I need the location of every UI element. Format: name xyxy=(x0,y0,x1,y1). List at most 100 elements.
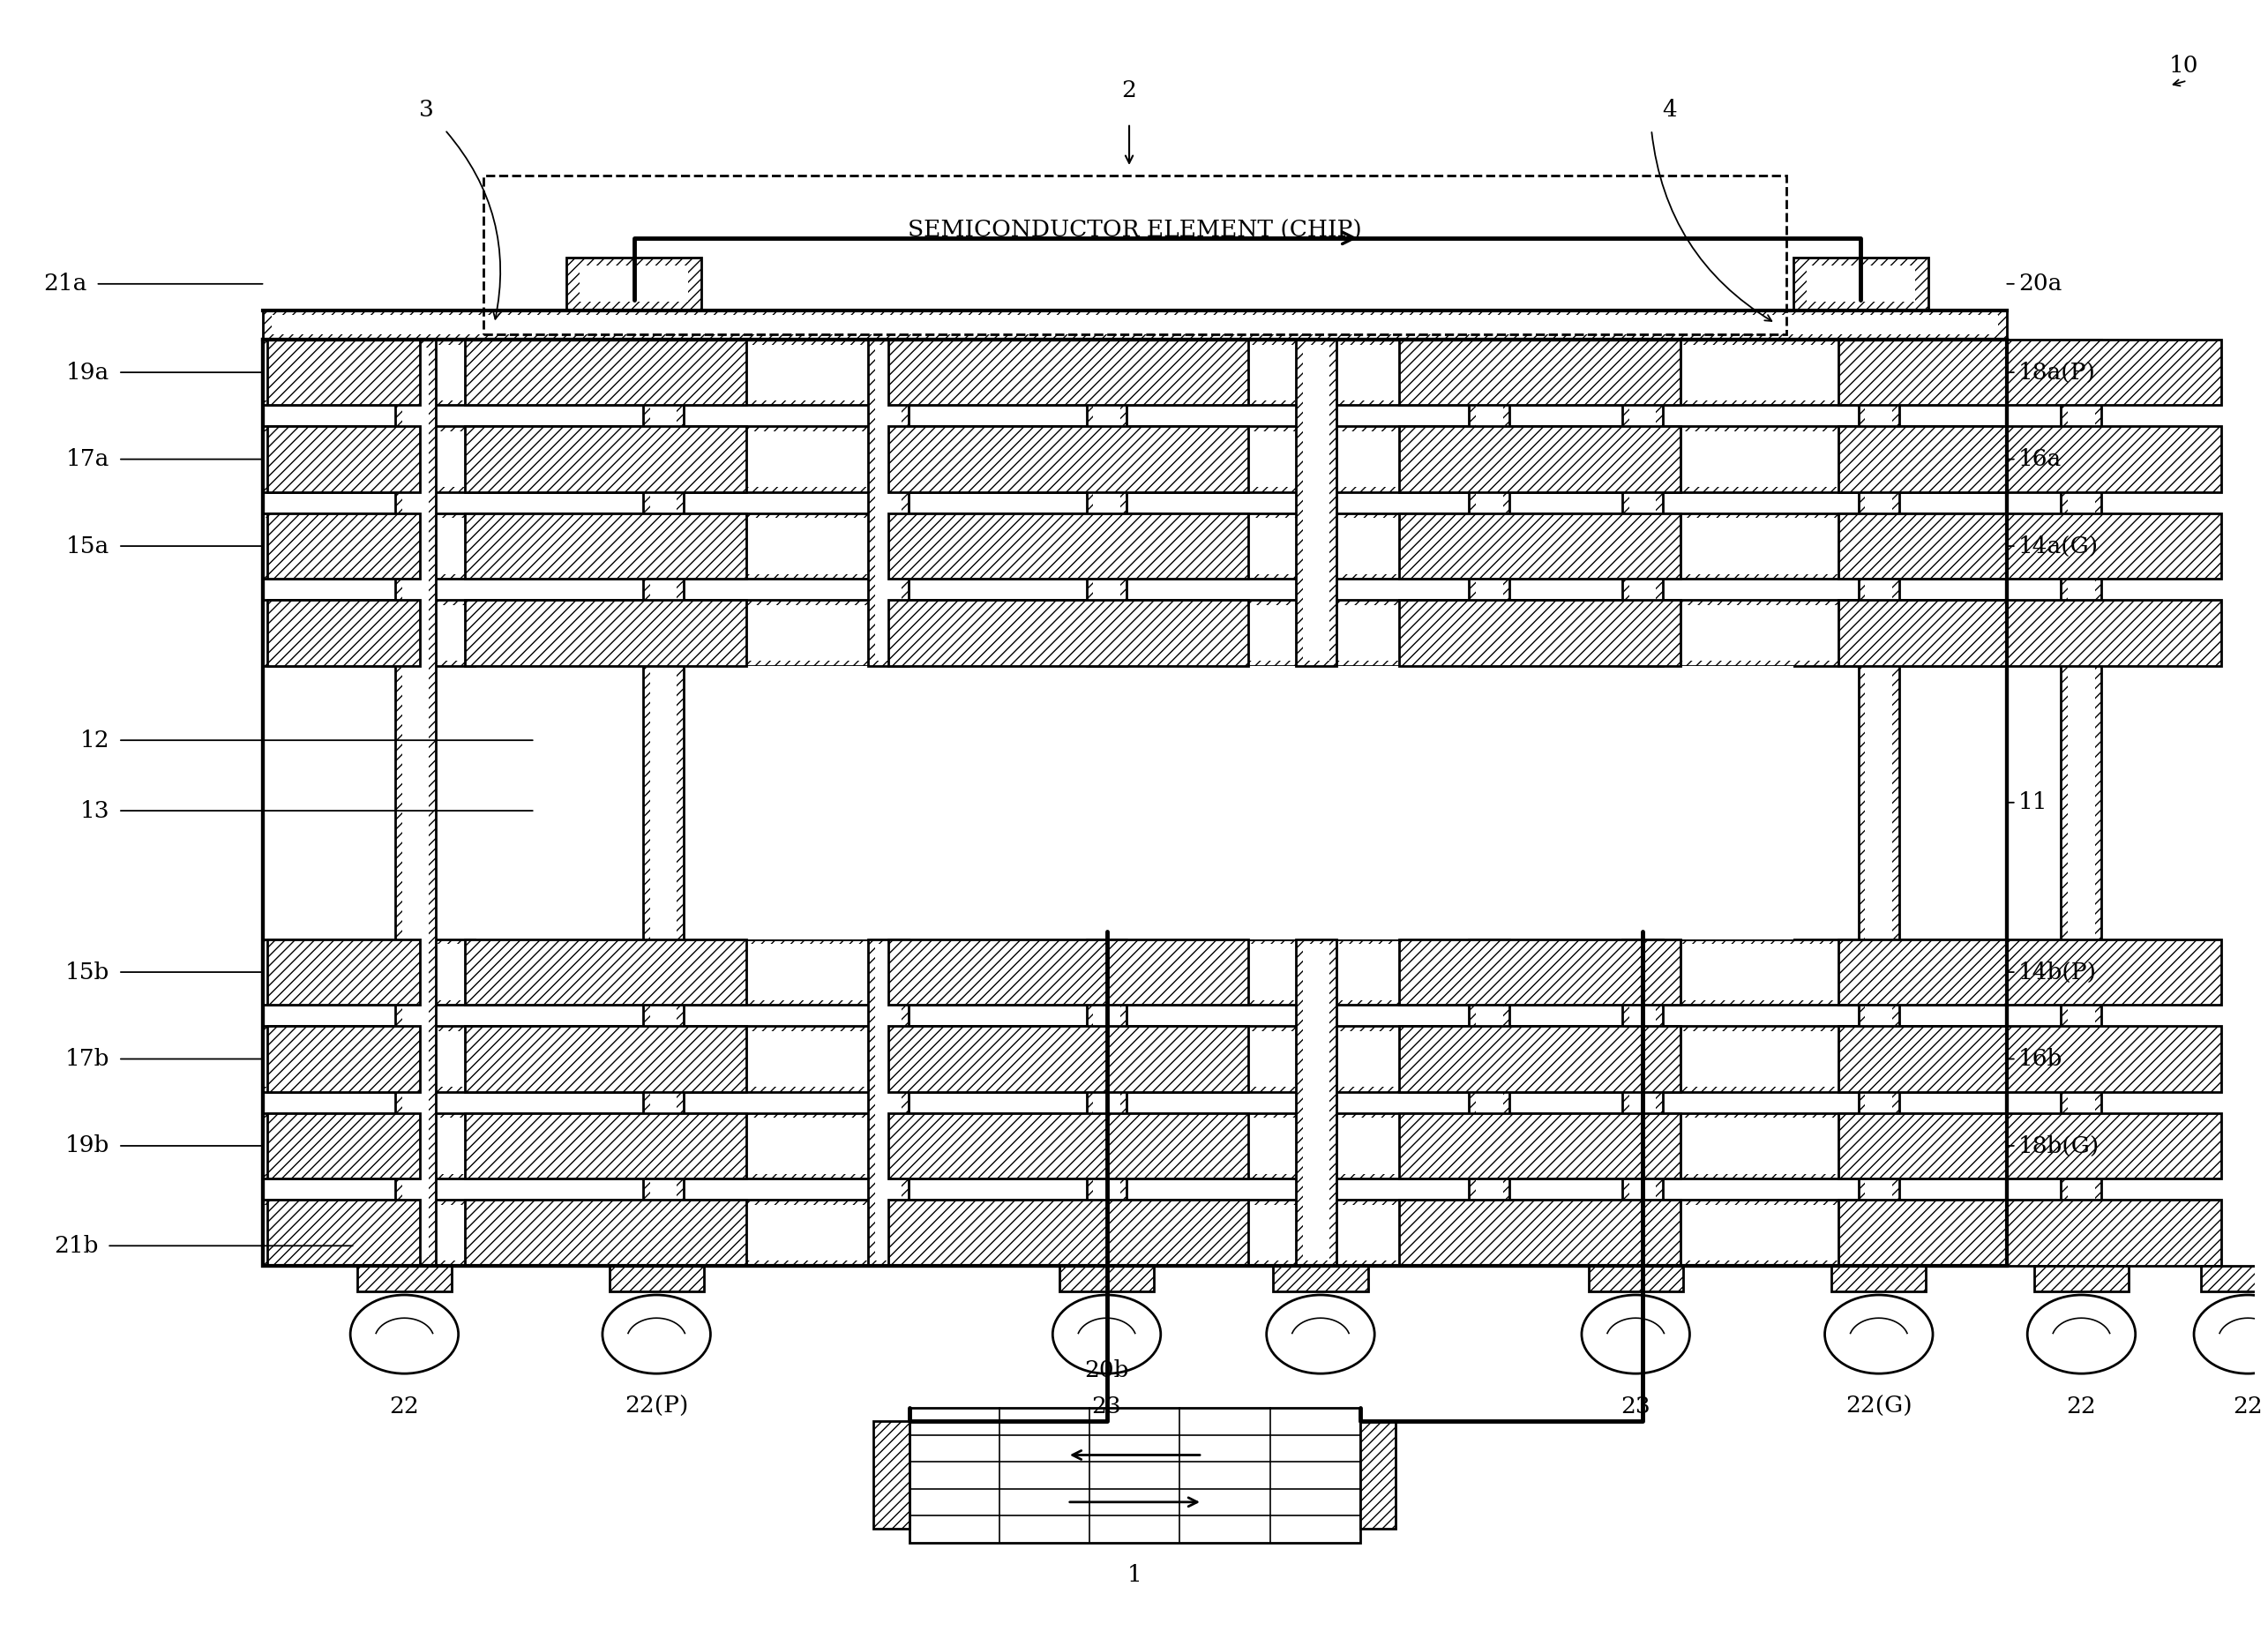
Bar xyxy=(1681,1030,1839,1086)
Bar xyxy=(1839,940,2220,1006)
Bar xyxy=(1857,339,1898,1266)
Bar xyxy=(1476,945,1504,1261)
Circle shape xyxy=(1052,1295,1161,1373)
Text: 2: 2 xyxy=(1123,79,1136,102)
Text: 23: 23 xyxy=(1091,1396,1123,1417)
Text: 14b(P): 14b(P) xyxy=(2019,961,2098,983)
Bar xyxy=(1588,1266,1683,1292)
Text: 11: 11 xyxy=(2019,792,2048,813)
Bar xyxy=(420,606,465,660)
Bar xyxy=(1839,339,2220,405)
Bar xyxy=(1470,940,1510,1266)
Bar xyxy=(1059,1266,1154,1292)
Text: 1: 1 xyxy=(1127,1564,1143,1587)
Bar xyxy=(1681,518,1839,574)
Text: 22: 22 xyxy=(390,1396,420,1417)
Bar xyxy=(610,1266,703,1292)
Bar xyxy=(1399,514,1681,579)
Bar xyxy=(1794,258,1928,309)
Bar xyxy=(263,1205,268,1261)
Bar xyxy=(420,431,465,487)
Bar xyxy=(746,945,889,1001)
Bar xyxy=(465,426,746,492)
Bar xyxy=(1247,1118,1399,1174)
Bar xyxy=(263,518,268,574)
Bar xyxy=(263,339,2007,1266)
Bar xyxy=(1681,606,1839,660)
Text: 17a: 17a xyxy=(66,448,109,471)
Bar xyxy=(1247,344,1399,400)
Bar xyxy=(889,940,1247,1006)
Bar xyxy=(581,267,687,301)
Bar xyxy=(2034,1266,2130,1292)
Bar xyxy=(1086,339,1127,665)
Bar xyxy=(1839,1200,2220,1266)
Bar xyxy=(567,258,701,309)
Text: 22(P): 22(P) xyxy=(624,1396,689,1417)
Bar xyxy=(1476,344,1504,660)
Bar xyxy=(1086,940,1127,1266)
Bar xyxy=(268,426,420,492)
Bar xyxy=(465,1200,746,1266)
Bar xyxy=(1864,347,1892,1258)
Bar xyxy=(1247,431,1399,487)
Text: 20b: 20b xyxy=(1084,1360,1129,1381)
Bar xyxy=(1839,1025,2220,1091)
Bar xyxy=(869,339,909,665)
Bar xyxy=(1399,426,1681,492)
Bar xyxy=(1247,945,1399,1001)
Bar xyxy=(1302,945,1329,1261)
Bar xyxy=(1399,940,1681,1006)
Text: 19a: 19a xyxy=(66,362,109,384)
Bar xyxy=(465,514,746,579)
Bar xyxy=(642,339,683,1266)
Bar xyxy=(268,601,420,665)
Bar xyxy=(483,176,1787,334)
Bar xyxy=(263,1025,2007,1091)
Bar xyxy=(263,601,2007,665)
Bar xyxy=(465,1025,746,1091)
Bar xyxy=(746,431,889,487)
Bar xyxy=(465,601,746,665)
Bar xyxy=(268,940,420,1006)
Bar xyxy=(889,601,1247,665)
Bar xyxy=(272,314,1998,334)
Bar xyxy=(1247,1030,1399,1086)
Circle shape xyxy=(1581,1295,1690,1373)
Bar xyxy=(875,945,903,1261)
Bar xyxy=(1833,1266,1926,1292)
Bar xyxy=(263,945,268,1001)
Bar xyxy=(263,940,2007,1006)
Bar xyxy=(1295,339,1336,665)
Text: 13: 13 xyxy=(79,800,109,821)
Bar xyxy=(746,344,889,400)
Bar xyxy=(420,1118,465,1174)
Bar xyxy=(1839,426,2220,492)
Bar xyxy=(1399,601,1681,665)
Bar xyxy=(395,339,435,1266)
Bar xyxy=(1399,1113,1681,1179)
Bar xyxy=(746,518,889,574)
Text: 14a(G): 14a(G) xyxy=(2019,535,2098,556)
Bar xyxy=(889,1025,1247,1091)
Bar xyxy=(263,339,2007,1266)
Text: 16b: 16b xyxy=(2019,1049,2064,1070)
Bar xyxy=(746,1118,889,1174)
Bar xyxy=(2200,1266,2268,1292)
Bar xyxy=(263,1118,268,1174)
Text: 20a: 20a xyxy=(2019,273,2062,295)
Bar xyxy=(1681,1118,1839,1174)
Bar xyxy=(465,940,746,1006)
Circle shape xyxy=(2028,1295,2136,1373)
Bar xyxy=(420,1205,465,1261)
Bar xyxy=(889,1113,1247,1179)
Bar xyxy=(746,606,889,660)
Bar xyxy=(263,514,2007,579)
Bar xyxy=(1247,1205,1399,1261)
Bar xyxy=(1681,431,1839,487)
Bar xyxy=(875,344,903,660)
Bar xyxy=(1839,601,2220,665)
Circle shape xyxy=(1826,1295,1932,1373)
Bar xyxy=(1247,606,1399,660)
Text: SEMICONDUCTOR ELEMENT (CHIP): SEMICONDUCTOR ELEMENT (CHIP) xyxy=(907,219,1361,242)
